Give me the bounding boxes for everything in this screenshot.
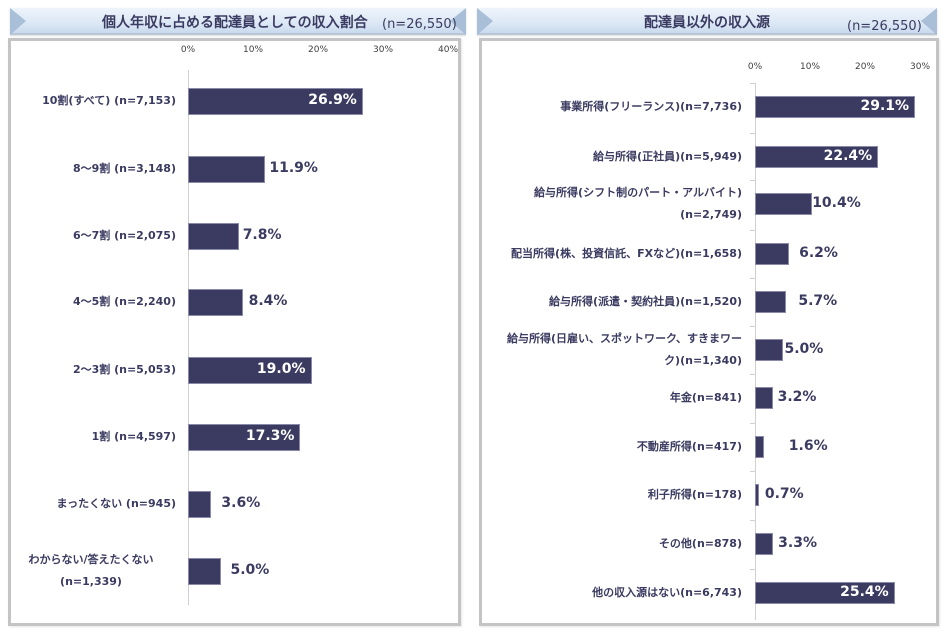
category-label: わからない/答えたくない (n=1,339) [28,553,154,588]
data-bar [755,193,813,215]
data-bar [755,387,773,409]
axis-tick-mark [750,229,755,231]
category-label: 2〜3割 (n=5,053) [72,363,176,376]
left-chart-header: 個人年収に占める配達員としての収入割合 (n=26,550) [10,8,466,35]
bar-value-label: 29.1% [860,98,910,114]
axis-tick-mark [750,422,755,424]
bar-value-label: 10.4% [812,195,861,211]
bar-value-label: 3.6% [221,495,261,511]
data-bar [188,288,243,316]
data-bar [188,222,239,250]
axis-tick-mark [750,179,755,181]
data-bar [755,243,790,265]
axis-tick-label: 0% [747,62,763,72]
bar-value-label: 8.4% [248,293,288,309]
left-chart-sample-size: (n=26,550) [382,17,457,32]
bar-value-label: 3.3% [778,535,817,551]
right-chart-panel [479,38,939,626]
axis-tick-label: 10% [242,45,264,55]
category-label: 他の収入源はない(n=6,743) [592,586,742,599]
banner-left-arrow-icon [10,8,26,35]
axis-tick-mark [750,132,755,134]
bar-value-label: 7.8% [242,227,282,243]
category-label: 10割(すべて) (n=7,153) [42,94,176,107]
bar-value-label: 17.3% [245,428,295,444]
category-label: その他(n=878) [658,537,742,550]
axis-tick-label: 0% [180,45,196,55]
data-bar [188,557,221,585]
bar-value-label: 1.6% [788,438,828,454]
category-label: 6〜7割 (n=2,075) [72,229,176,242]
axis-tick-label: 40% [437,45,459,55]
data-bar [755,291,787,313]
data-bar [188,356,312,384]
axis-tick-mark [750,325,755,327]
data-bar [755,96,916,118]
data-bar [755,436,764,458]
data-bar [755,533,774,555]
category-label: まったくない (n=945) [56,497,176,510]
bar-value-label: 5.0% [230,562,270,578]
category-axis-line [188,70,189,605]
category-label: 給与所得(日雇い、スポットワーク、すきまワーク)(n=1,340) [506,332,742,367]
category-label: 給与所得(派遣・契約社員)(n=1,520) [549,295,742,308]
bar-value-label: 3.2% [777,389,817,405]
left-chart-panel [8,38,461,626]
bar-value-label: 0.7% [764,486,804,502]
axis-tick-mark [750,373,755,375]
category-label: 4〜5割 (n=2,240) [72,295,176,308]
data-bar [755,484,759,506]
category-label: 利子所得(n=178) [647,488,742,501]
data-bar [755,146,879,168]
category-label: 8〜9割 (n=3,148) [72,162,176,175]
bar-value-label: 22.4% [823,148,873,164]
data-bar [188,490,212,518]
axis-tick-mark [750,568,755,570]
bar-value-label: 25.4% [840,584,889,600]
axis-tick-mark [750,519,755,521]
category-label: 1割 (n=4,597) [91,430,176,443]
right-chart-sample-size: (n=26,550) [847,19,922,34]
category-label: 事業所得(フリーランス)(n=7,736) [560,100,742,113]
banner-right-arrow-icon [921,8,937,35]
axis-tick-mark [750,82,755,84]
banner-right-arrow-icon [450,8,466,35]
data-bar [188,423,301,451]
bar-value-label: 6.2% [799,245,838,261]
axis-tick-label: 10% [799,62,821,72]
right-chart-title: 配達員以外の収入源 [644,15,770,31]
bar-value-label: 26.9% [308,92,357,108]
category-label: 不動産所得(n=417) [636,440,742,453]
axis-tick-mark [750,277,755,279]
bar-value-label: 19.0% [256,361,306,377]
data-bar [188,155,266,183]
axis-tick-label: 30% [372,45,394,55]
axis-tick-label: 20% [307,45,329,55]
bar-value-label: 5.7% [798,293,838,309]
data-bar [188,87,363,115]
bar-value-label: 11.9% [269,160,318,176]
category-label: 給与所得(正社員)(n=5,949) [593,150,742,163]
banner-left-arrow-icon [477,8,493,35]
right-chart-header: 配達員以外の収入源 (n=26,550) [477,8,937,35]
left-chart-title: 個人年収に占める配達員としての収入割合 [102,15,368,31]
data-bar [755,339,783,361]
category-label: 年金(n=841) [669,391,742,404]
axis-tick-label: 20% [854,62,876,72]
data-bar [755,582,895,604]
bar-value-label: 5.0% [784,341,824,357]
axis-tick-mark [750,470,755,472]
axis-tick-label: 30% [909,62,931,72]
category-label: 給与所得(シフト制のパート・アルバイト)(n=2,749) [534,186,742,221]
category-label: 配当所得(株、投資信託、FXなど)(n=1,658) [511,247,742,260]
